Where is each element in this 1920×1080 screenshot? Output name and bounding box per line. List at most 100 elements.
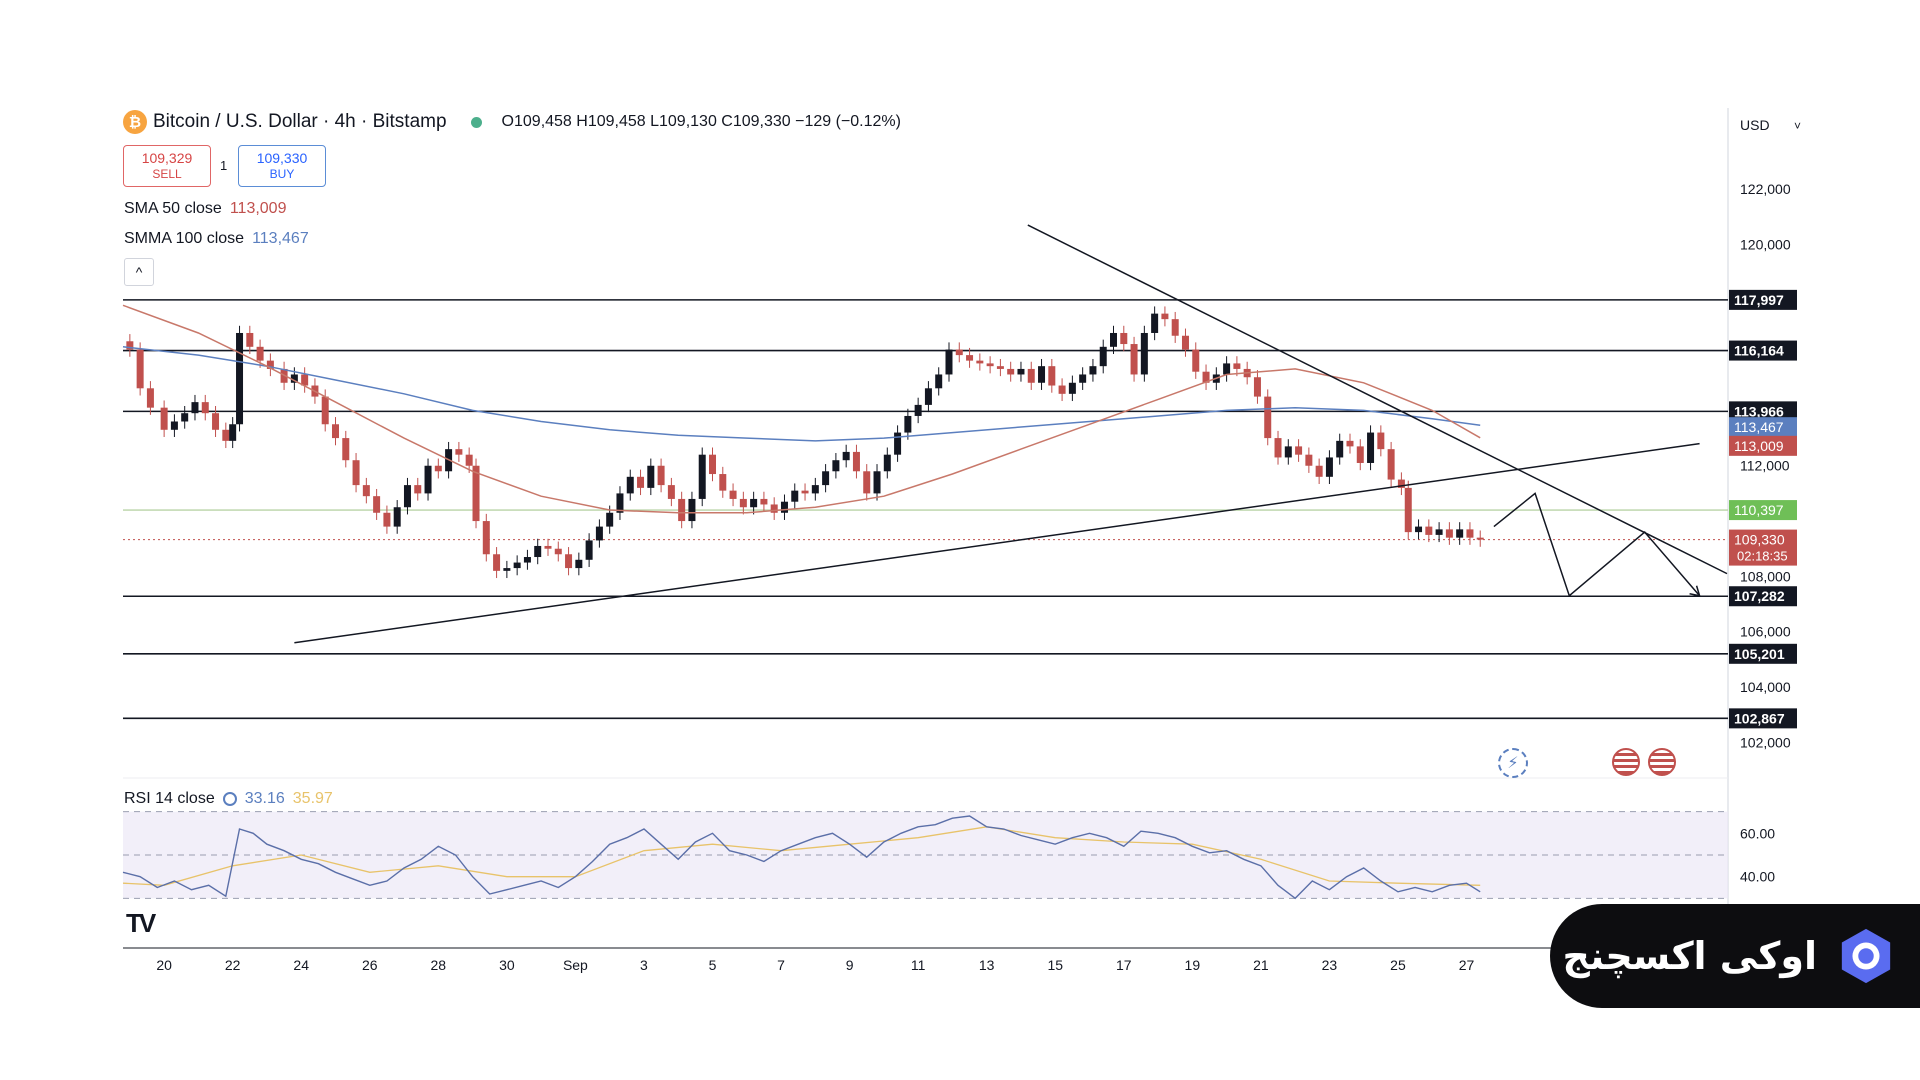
symbol-title[interactable]: Bitcoin / U.S. Dollar · 4h · Bitstamp [153, 111, 447, 132]
candle-body [321, 396, 329, 425]
candle-body [383, 512, 391, 527]
time-tick-label: 11 [911, 957, 926, 973]
candle-body [1295, 446, 1303, 455]
level-badge-label: 116,164 [1734, 343, 1784, 359]
green-level-badge-label: 110,397 [1734, 502, 1784, 518]
candle-body [1336, 440, 1344, 458]
candle-body [1181, 335, 1189, 350]
candle-body [424, 465, 432, 494]
level-badge-label: 107,282 [1734, 588, 1785, 604]
candle-body [1007, 368, 1015, 375]
price-tick-label: 102,000 [1740, 734, 1791, 750]
sell-label: SELL [152, 167, 182, 181]
level-badge-label: 113,966 [1734, 403, 1784, 419]
candle-body [986, 363, 994, 367]
us-flag-event-icon-2[interactable] [1648, 748, 1676, 776]
time-tick-label: 9 [846, 957, 854, 973]
candle-body [883, 454, 891, 472]
candle-body [1367, 432, 1375, 463]
time-tick-label: 27 [1459, 957, 1475, 973]
time-tick-label: 28 [431, 957, 447, 973]
time-tick-label: 17 [1116, 957, 1132, 973]
sma-label: SMA 50 close [124, 200, 222, 217]
candle-body [616, 493, 624, 513]
level-badge [1729, 401, 1797, 422]
candle-body [1456, 529, 1464, 538]
smma-badge [1729, 417, 1797, 438]
candle-body [873, 471, 881, 494]
level-badge-label: 102,867 [1734, 710, 1785, 726]
candle-body [750, 498, 758, 508]
candle-body [181, 413, 189, 422]
candle-body [1038, 366, 1046, 383]
level-badge-label: 105,201 [1734, 646, 1785, 662]
candle-body [236, 332, 244, 425]
candle-body [945, 349, 953, 375]
candle-body [1027, 368, 1035, 383]
candle-body [403, 485, 411, 508]
candle-body [1161, 313, 1169, 320]
time-tick-label: 25 [1390, 957, 1406, 973]
rsi-legend[interactable]: RSI 14 close 33.16 35.97 [124, 790, 333, 808]
candle-body [678, 498, 686, 522]
rsi-line [122, 815, 1481, 900]
currency-dropdown-icon: ˅ [1794, 119, 1801, 133]
tradingview-logo[interactable]: TV [126, 908, 156, 938]
candle-body [1058, 385, 1066, 394]
candle-body [222, 429, 230, 441]
time-tick-label: 22 [225, 957, 241, 973]
trendline-falling-resistance [1027, 224, 1728, 575]
candle-body [1151, 313, 1159, 333]
price-tick-label: 108,000 [1740, 568, 1791, 584]
candle-body [1192, 349, 1200, 372]
sma-legend[interactable]: SMA 50 close 113,009 [124, 200, 286, 218]
candle-body [647, 465, 655, 488]
candle-body [191, 402, 199, 414]
price-tick-label: 106,000 [1740, 624, 1791, 640]
smma-legend[interactable]: SMMA 100 close 113,467 [124, 230, 309, 248]
candle-body [331, 424, 339, 439]
price-tick-label: 122,000 [1740, 181, 1791, 197]
lightning-event-icon[interactable]: ⚡ [1498, 748, 1528, 778]
buy-button[interactable]: 109,330 BUY [238, 145, 326, 187]
candle-body [544, 545, 552, 549]
us-flag-event-icon[interactable] [1612, 748, 1640, 776]
candle-body [554, 548, 562, 555]
candle-body [513, 562, 521, 569]
candle-body [924, 388, 932, 405]
candle-body [842, 451, 850, 461]
level-badge [1729, 586, 1797, 607]
time-tick-label: 13 [979, 957, 995, 973]
candle-body [976, 360, 984, 364]
candle-body [493, 554, 501, 571]
candle-body [434, 465, 442, 472]
candle-body [595, 526, 603, 541]
rsi-settings-icon[interactable] [222, 792, 237, 806]
candle-body [1466, 529, 1474, 538]
time-tick-label: 23 [1322, 957, 1338, 973]
candle-body [709, 454, 717, 475]
time-tick-label: 7 [777, 957, 785, 973]
market-status-icon [470, 116, 482, 128]
sell-button[interactable]: 109,329 SELL [123, 145, 211, 187]
candle-body [352, 460, 360, 486]
smma-100-line [122, 346, 1481, 442]
candle-body [256, 346, 264, 361]
candle-body [863, 471, 871, 494]
candle-body [914, 404, 922, 416]
candle-body [1445, 529, 1453, 538]
rsi-value: 33.16 [244, 790, 285, 807]
candle-body [1130, 344, 1138, 375]
candle-body [811, 485, 819, 494]
candle-body [523, 557, 531, 563]
candle-body [1110, 332, 1118, 347]
chevron-up-icon: ^ [135, 264, 143, 280]
candle-body [1284, 446, 1292, 458]
buy-label: BUY [269, 167, 295, 181]
level-badge [1729, 340, 1797, 361]
collapse-legend-button[interactable]: ^ [124, 258, 154, 286]
candle-body [637, 476, 645, 488]
currency-label: USD [1740, 117, 1770, 133]
sma-badge [1729, 435, 1797, 456]
